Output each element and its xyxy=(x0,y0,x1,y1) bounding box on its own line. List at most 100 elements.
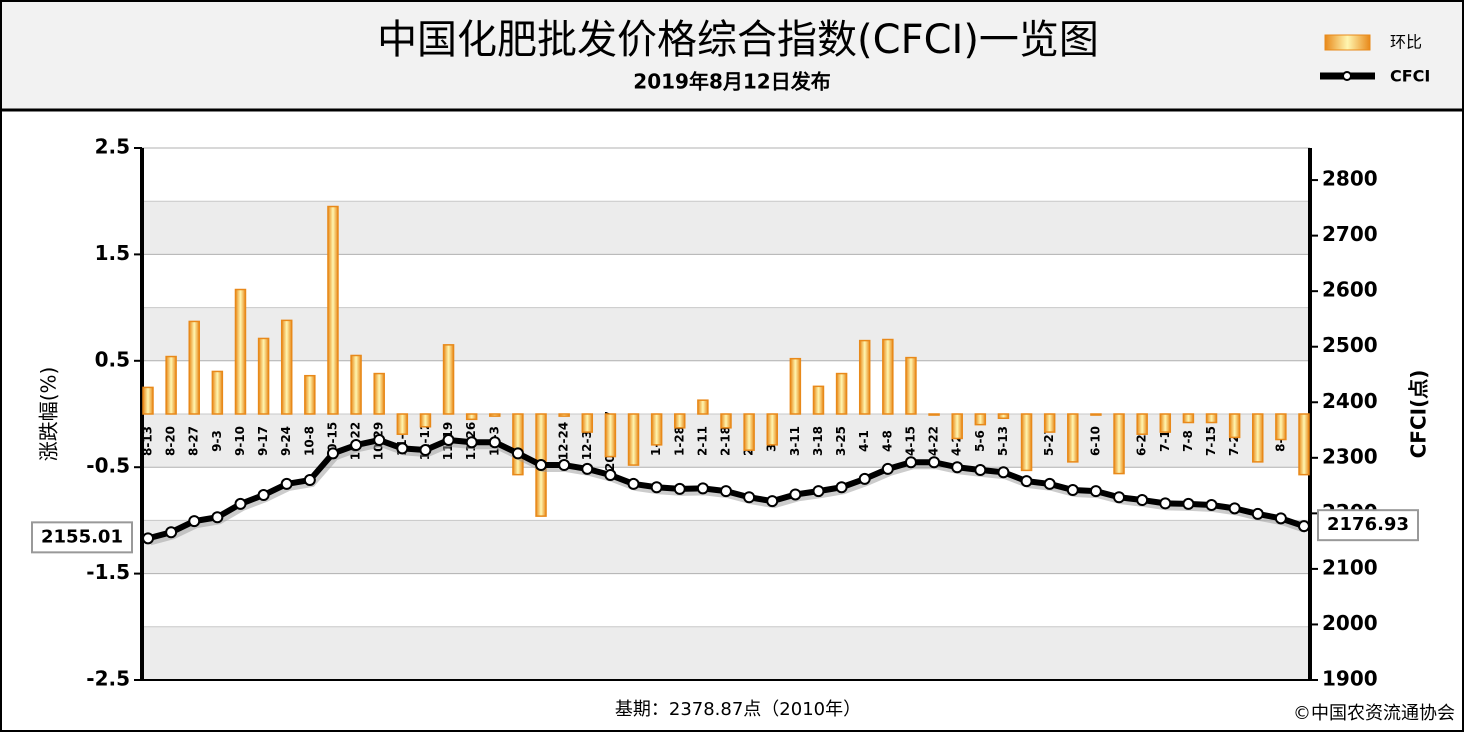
line-marker xyxy=(326,447,339,460)
bar xyxy=(165,355,177,415)
value-label: 2155.01 xyxy=(41,526,123,547)
line-marker xyxy=(373,434,386,447)
bar xyxy=(304,374,316,415)
line-marker xyxy=(1274,512,1287,525)
bar xyxy=(997,413,1010,420)
band xyxy=(142,626,1310,680)
bar xyxy=(1020,413,1033,472)
line-marker xyxy=(1228,502,1241,515)
bar xyxy=(951,413,963,440)
line-marker xyxy=(1020,475,1033,488)
bar xyxy=(928,413,940,416)
line-marker xyxy=(1251,507,1264,520)
line-marker xyxy=(696,482,709,495)
bar xyxy=(1090,413,1102,416)
bar xyxy=(1067,413,1079,463)
line-marker xyxy=(581,462,594,475)
bar xyxy=(789,357,802,415)
line-marker xyxy=(835,481,848,494)
bar xyxy=(257,337,270,415)
x-tick-label: 2-18 xyxy=(719,426,733,456)
bar xyxy=(1205,413,1218,424)
y2-tick-label: 2800 xyxy=(1322,167,1378,191)
x-tick-label: 7-8 xyxy=(1181,430,1195,452)
bar xyxy=(1113,413,1125,475)
bar xyxy=(835,372,848,415)
line-marker xyxy=(1182,497,1195,510)
x-tick-label: 6-10 xyxy=(1088,426,1102,456)
line-marker xyxy=(142,532,154,545)
y2-axis-title: CFCI(点) xyxy=(1407,370,1431,459)
line-marker xyxy=(558,459,571,472)
x-tick-label: 8-27 xyxy=(187,426,201,456)
bar xyxy=(142,386,154,415)
x-tick-label: 1-28 xyxy=(672,426,686,456)
x-tick-label: 12-24 xyxy=(557,422,571,460)
bar xyxy=(350,354,362,415)
line-marker xyxy=(188,515,201,528)
y2-tick-label: 2300 xyxy=(1322,444,1378,468)
bar xyxy=(974,413,987,426)
bar xyxy=(1275,413,1287,441)
x-tick-label: 3-18 xyxy=(811,426,825,456)
line-marker xyxy=(419,444,432,457)
y-tick-label: 1.5 xyxy=(95,241,130,265)
band xyxy=(142,307,1310,361)
value-label-box xyxy=(1317,509,1419,542)
y2-tick-label: 2700 xyxy=(1322,222,1378,246)
footnote: 基期：2378.87点（2010年） xyxy=(615,699,861,720)
line-marker xyxy=(766,495,779,508)
line-marker xyxy=(535,459,548,472)
y-tick-label: 2.5 xyxy=(95,135,130,159)
x-tick-label: 5-13 xyxy=(996,426,1010,456)
bar xyxy=(396,413,409,435)
band xyxy=(142,201,1310,255)
line-marker xyxy=(1136,494,1149,507)
line-marker xyxy=(234,497,247,510)
line-marker xyxy=(627,477,640,490)
y2-tick-label: 2500 xyxy=(1322,333,1378,357)
bar xyxy=(280,319,293,415)
bar xyxy=(1298,413,1310,476)
bar xyxy=(858,339,871,415)
line-marker xyxy=(1066,484,1079,497)
bar xyxy=(1043,413,1056,433)
x-tick-label: 5-6 xyxy=(973,430,987,452)
x-tick-label: 4-8 xyxy=(880,430,894,452)
line-marker xyxy=(1089,485,1102,498)
header xyxy=(2,2,1462,109)
bar xyxy=(743,413,755,451)
x-tick-label: 9-17 xyxy=(256,426,270,456)
bar xyxy=(882,338,894,415)
bar xyxy=(234,288,247,415)
source: ©中国农资流通协会 xyxy=(1293,703,1455,724)
y-tick-label: -2.5 xyxy=(86,667,130,691)
x-tick-label: 4-22 xyxy=(927,426,941,456)
line-marker xyxy=(904,456,917,469)
bar xyxy=(465,413,478,421)
line-marker xyxy=(650,481,663,494)
line-marker xyxy=(280,477,293,490)
line-marker xyxy=(1298,520,1310,533)
x-tick-label: 4-1 xyxy=(857,430,871,452)
bar xyxy=(674,413,686,429)
line-marker xyxy=(442,434,455,447)
bar xyxy=(1228,413,1241,439)
bar xyxy=(327,205,339,415)
bar xyxy=(604,413,617,458)
bar xyxy=(627,413,640,466)
line-marker xyxy=(257,489,270,502)
line-marker xyxy=(1159,497,1172,510)
line-marker xyxy=(881,462,894,475)
chart-subtitle: 2019年8月12日发布 xyxy=(633,70,830,94)
x-tick-label: 8-13 xyxy=(141,426,155,456)
x-tick-label: 3-11 xyxy=(788,426,802,456)
legend-swatch xyxy=(1342,71,1352,81)
x-tick-label: 7-15 xyxy=(1204,426,1218,456)
legend-swatch xyxy=(1324,34,1371,51)
line-marker xyxy=(604,469,617,482)
line-marker xyxy=(812,485,825,498)
bar xyxy=(419,413,432,428)
value-label: 2176.93 xyxy=(1327,514,1409,535)
